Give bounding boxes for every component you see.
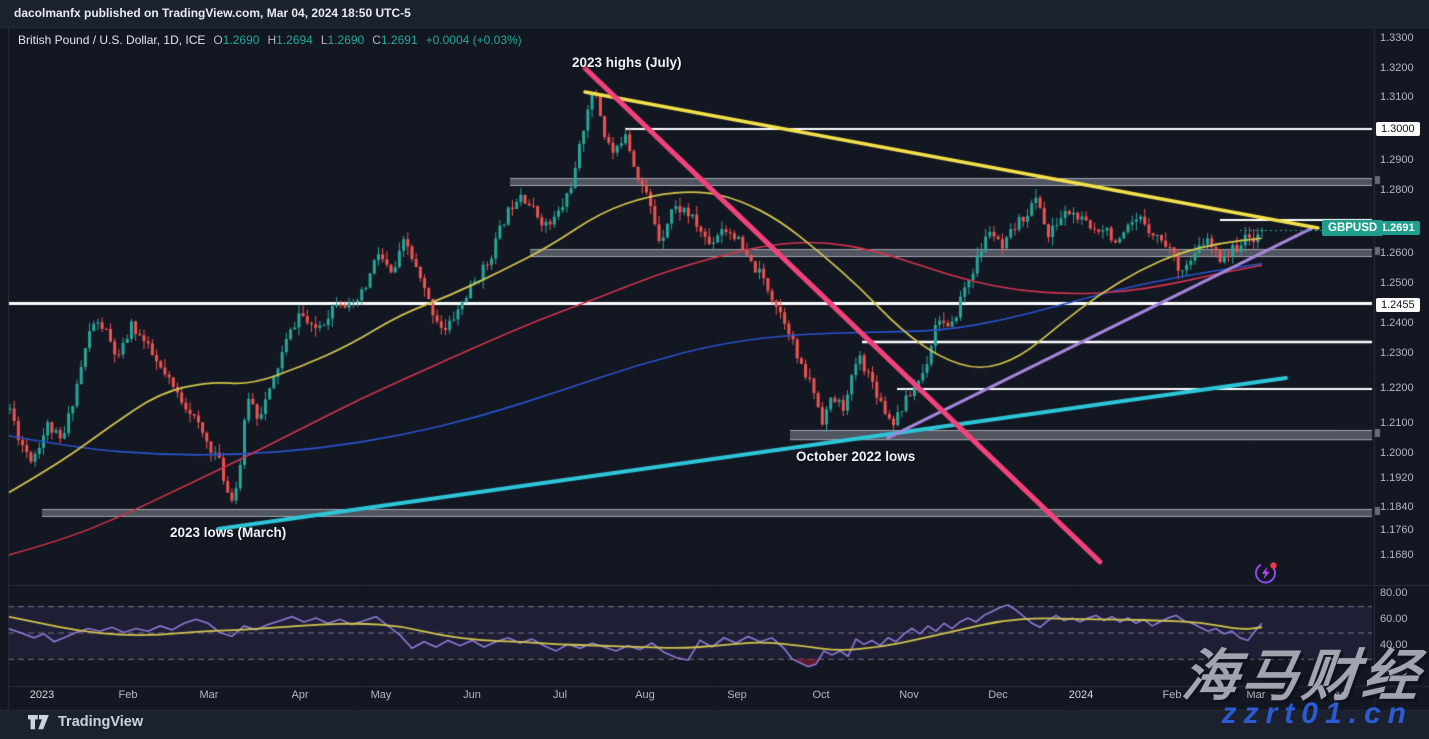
tradingview-logo-text: TradingView: [58, 714, 144, 730]
ohlc-value: 1.2691: [380, 33, 418, 47]
axis-price-label: 1.2600: [1380, 247, 1414, 259]
time-axis-label: Nov: [899, 689, 919, 701]
axis-price-label: 1.1920: [1380, 472, 1414, 484]
ohlc-label: C: [372, 33, 381, 47]
axis-price-label: 1.2300: [1380, 347, 1414, 359]
flash-events-button[interactable]: [1252, 558, 1280, 586]
time-axis-label: Apr: [1333, 689, 1351, 701]
symbol-title: British Pound / U.S. Dollar, 1D, ICE: [18, 33, 206, 47]
time-axis-label: Oct: [812, 689, 830, 701]
notification-dot: [1270, 562, 1277, 569]
ohlc-value: 1.2690: [327, 33, 365, 47]
ohlc-label: H: [267, 33, 277, 47]
ohlc-label: L: [320, 33, 328, 47]
tradingview-logo[interactable]: TradingView: [28, 714, 143, 730]
symbol-info-row[interactable]: British Pound / U.S. Dollar, 1D, ICE O1.2…: [18, 33, 522, 47]
axis-price-label: 1.1760: [1380, 524, 1414, 536]
axis-price-label: 1.3300: [1380, 32, 1414, 44]
time-axis-label: Mar: [1246, 689, 1266, 701]
tradingview-logo-icon: [28, 714, 49, 729]
ohlc-value: 1.2694: [276, 33, 313, 47]
axis-price-label: 1.2500: [1380, 277, 1414, 289]
price-axis-badge: 1.2691: [1376, 221, 1420, 235]
axis-price-label: 1.2100: [1380, 417, 1414, 429]
time-axis-label: Feb: [1162, 689, 1182, 701]
axis-price-label: 1.1680: [1380, 549, 1414, 561]
axis-price-label: 80.00: [1380, 587, 1408, 599]
ohlc-values: O1.2690 H1.2694 L1.2690 C1.2691: [205, 33, 417, 47]
time-axis-label: Jun: [463, 689, 481, 701]
flash-icon: [1255, 562, 1277, 584]
axis-price-label: 40.00: [1380, 639, 1408, 651]
axis-price-label: 1.2000: [1380, 447, 1414, 459]
watermark-line2: zzrt01.cn: [1221, 697, 1413, 730]
price-axis-badge: 1.2455: [1376, 298, 1420, 312]
symbol-price-badge: GBPUSD: [1322, 220, 1384, 236]
axis-price-label: 1.2800: [1380, 184, 1414, 196]
ohlc-label: O: [213, 33, 223, 47]
time-axis-label: Sep: [727, 689, 747, 701]
time-axis-label: Mar: [199, 689, 219, 701]
time-axis-label: Aug: [635, 689, 655, 701]
axis-price-label: 1.2900: [1380, 154, 1414, 166]
price-axis-badge: 1.3000: [1376, 122, 1420, 136]
time-axis-label: 2023: [29, 689, 55, 701]
axis-price-label: 1.2400: [1380, 317, 1414, 329]
axis-price-label: 1.2200: [1380, 382, 1414, 394]
time-axis-label: May: [370, 689, 392, 701]
axis-price-label: 1.1840: [1380, 501, 1414, 513]
price-change: +0.0004 (+0.03%): [425, 33, 522, 47]
time-axis-label: Feb: [118, 689, 138, 701]
axis-price-label: 1.3200: [1380, 62, 1414, 74]
axis-price-label: 20.00: [1380, 666, 1408, 678]
publish-bar: dacolmanfx published on TradingView.com,…: [0, 0, 1429, 27]
time-axis-label: 2024: [1068, 689, 1094, 701]
time-axis[interactable]: 2023 Feb Mar Apr May Jun Jul Aug Sep Oct Nov Dec 202…: [0, 686, 1429, 710]
axis-price-label: 1.3100: [1380, 91, 1414, 103]
publish-info: dacolmanfx published on TradingView.com,…: [14, 6, 411, 20]
footer-bar: [0, 711, 1429, 739]
axis-price-label: 60.00: [1380, 613, 1408, 625]
ohlc-value: 1.2690: [222, 33, 260, 47]
time-axis-label: Jul: [552, 689, 568, 701]
price-axis[interactable]: 1.3300 1.3200 1.3100 1.3000 1.2900 1.2800 1.26…: [1374, 27, 1429, 686]
time-axis-label: Apr: [291, 689, 309, 701]
time-axis-label: Dec: [988, 689, 1008, 701]
